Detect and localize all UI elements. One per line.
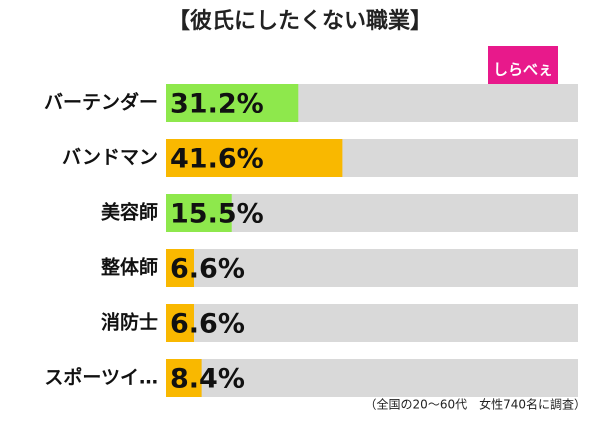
bar	[166, 194, 232, 232]
bar	[166, 139, 343, 177]
track	[166, 194, 578, 232]
logo: しらべぇ	[493, 61, 553, 79]
track	[166, 249, 578, 287]
track	[166, 304, 578, 342]
bar	[166, 84, 299, 122]
category-label: 美容師	[101, 201, 158, 224]
category-label: 消防士	[101, 311, 158, 334]
track	[166, 359, 578, 397]
category-label: 整体師	[101, 256, 158, 279]
note: （全国の20～60代 女性740名に調査）	[365, 397, 586, 412]
bar	[166, 359, 202, 397]
category-label: スポーツイ…	[44, 366, 158, 389]
category-label: バンドマン	[62, 147, 158, 169]
value-label: 31.2%	[170, 89, 264, 120]
logo-box	[488, 46, 558, 86]
value-label: 8.4%	[170, 364, 245, 395]
value-label: 41.6%	[170, 144, 264, 175]
bar	[166, 304, 194, 342]
value-label: 6.6%	[170, 254, 245, 285]
chart-title: 【彼氏にしたくない職業】	[168, 8, 432, 34]
value-label: 6.6%	[170, 309, 245, 340]
value-label: 15.5%	[170, 199, 264, 230]
category-label: バーテンダー	[44, 91, 158, 114]
bar	[166, 249, 194, 287]
